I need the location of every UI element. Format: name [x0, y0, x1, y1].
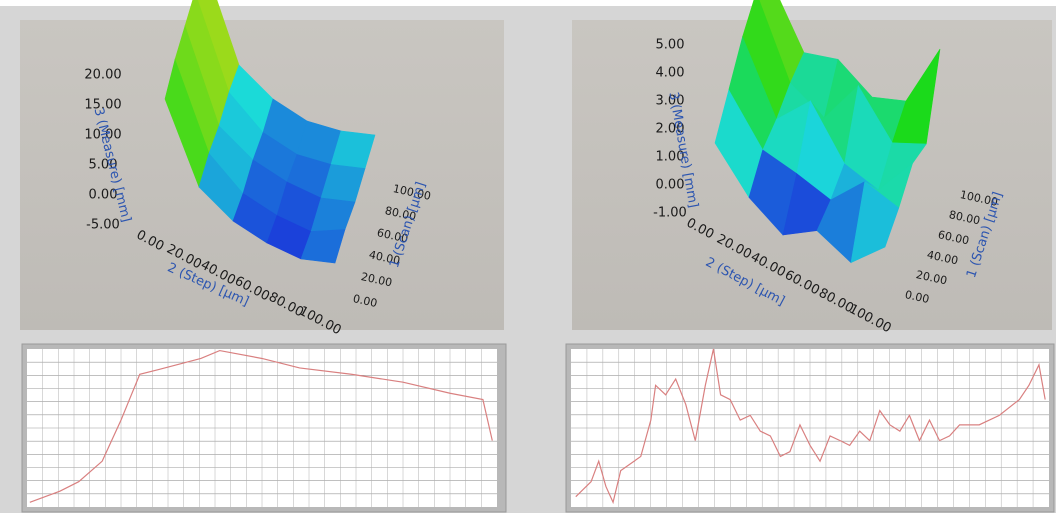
- z-tick-label: 3.00: [656, 94, 685, 109]
- z-tick-label: 5.00: [89, 158, 118, 173]
- profile-line: [575, 348, 1046, 505]
- y-tick-label: 40.00: [926, 248, 960, 267]
- y-tick-label: 20.00: [360, 270, 394, 289]
- z-tick-label: 4.00: [656, 66, 685, 81]
- y-tick-label: 0.00: [904, 288, 931, 306]
- z-tick-label: 0.00: [656, 178, 685, 193]
- y-tick-label: 40.00: [368, 248, 402, 267]
- profile-line: [29, 349, 493, 503]
- z-tick-label: 10.00: [84, 128, 121, 143]
- z-tick-label: -1.00: [653, 206, 687, 221]
- y-tick-label: 80.00: [384, 204, 418, 223]
- surface-cell: [850, 181, 900, 264]
- z-tick-label: 0.00: [89, 188, 118, 203]
- z-tick-label: 20.00: [84, 68, 121, 83]
- z-tick-label: 15.00: [84, 98, 121, 113]
- z-tick-label: -5.00: [86, 218, 120, 233]
- z-tick-label: 1.00: [656, 150, 685, 165]
- y-tick-label: 80.00: [948, 208, 982, 227]
- z-tick-label: 2.00: [656, 122, 685, 137]
- z-tick-label: 5.00: [656, 38, 685, 53]
- y-tick-label: 20.00: [915, 268, 949, 287]
- y-tick-label: 60.00: [937, 228, 971, 247]
- y-tick-label: 0.00: [352, 292, 379, 310]
- surface-cell: [300, 229, 346, 264]
- y-tick-label: 60.00: [376, 226, 410, 245]
- top-border: [0, 0, 1056, 6]
